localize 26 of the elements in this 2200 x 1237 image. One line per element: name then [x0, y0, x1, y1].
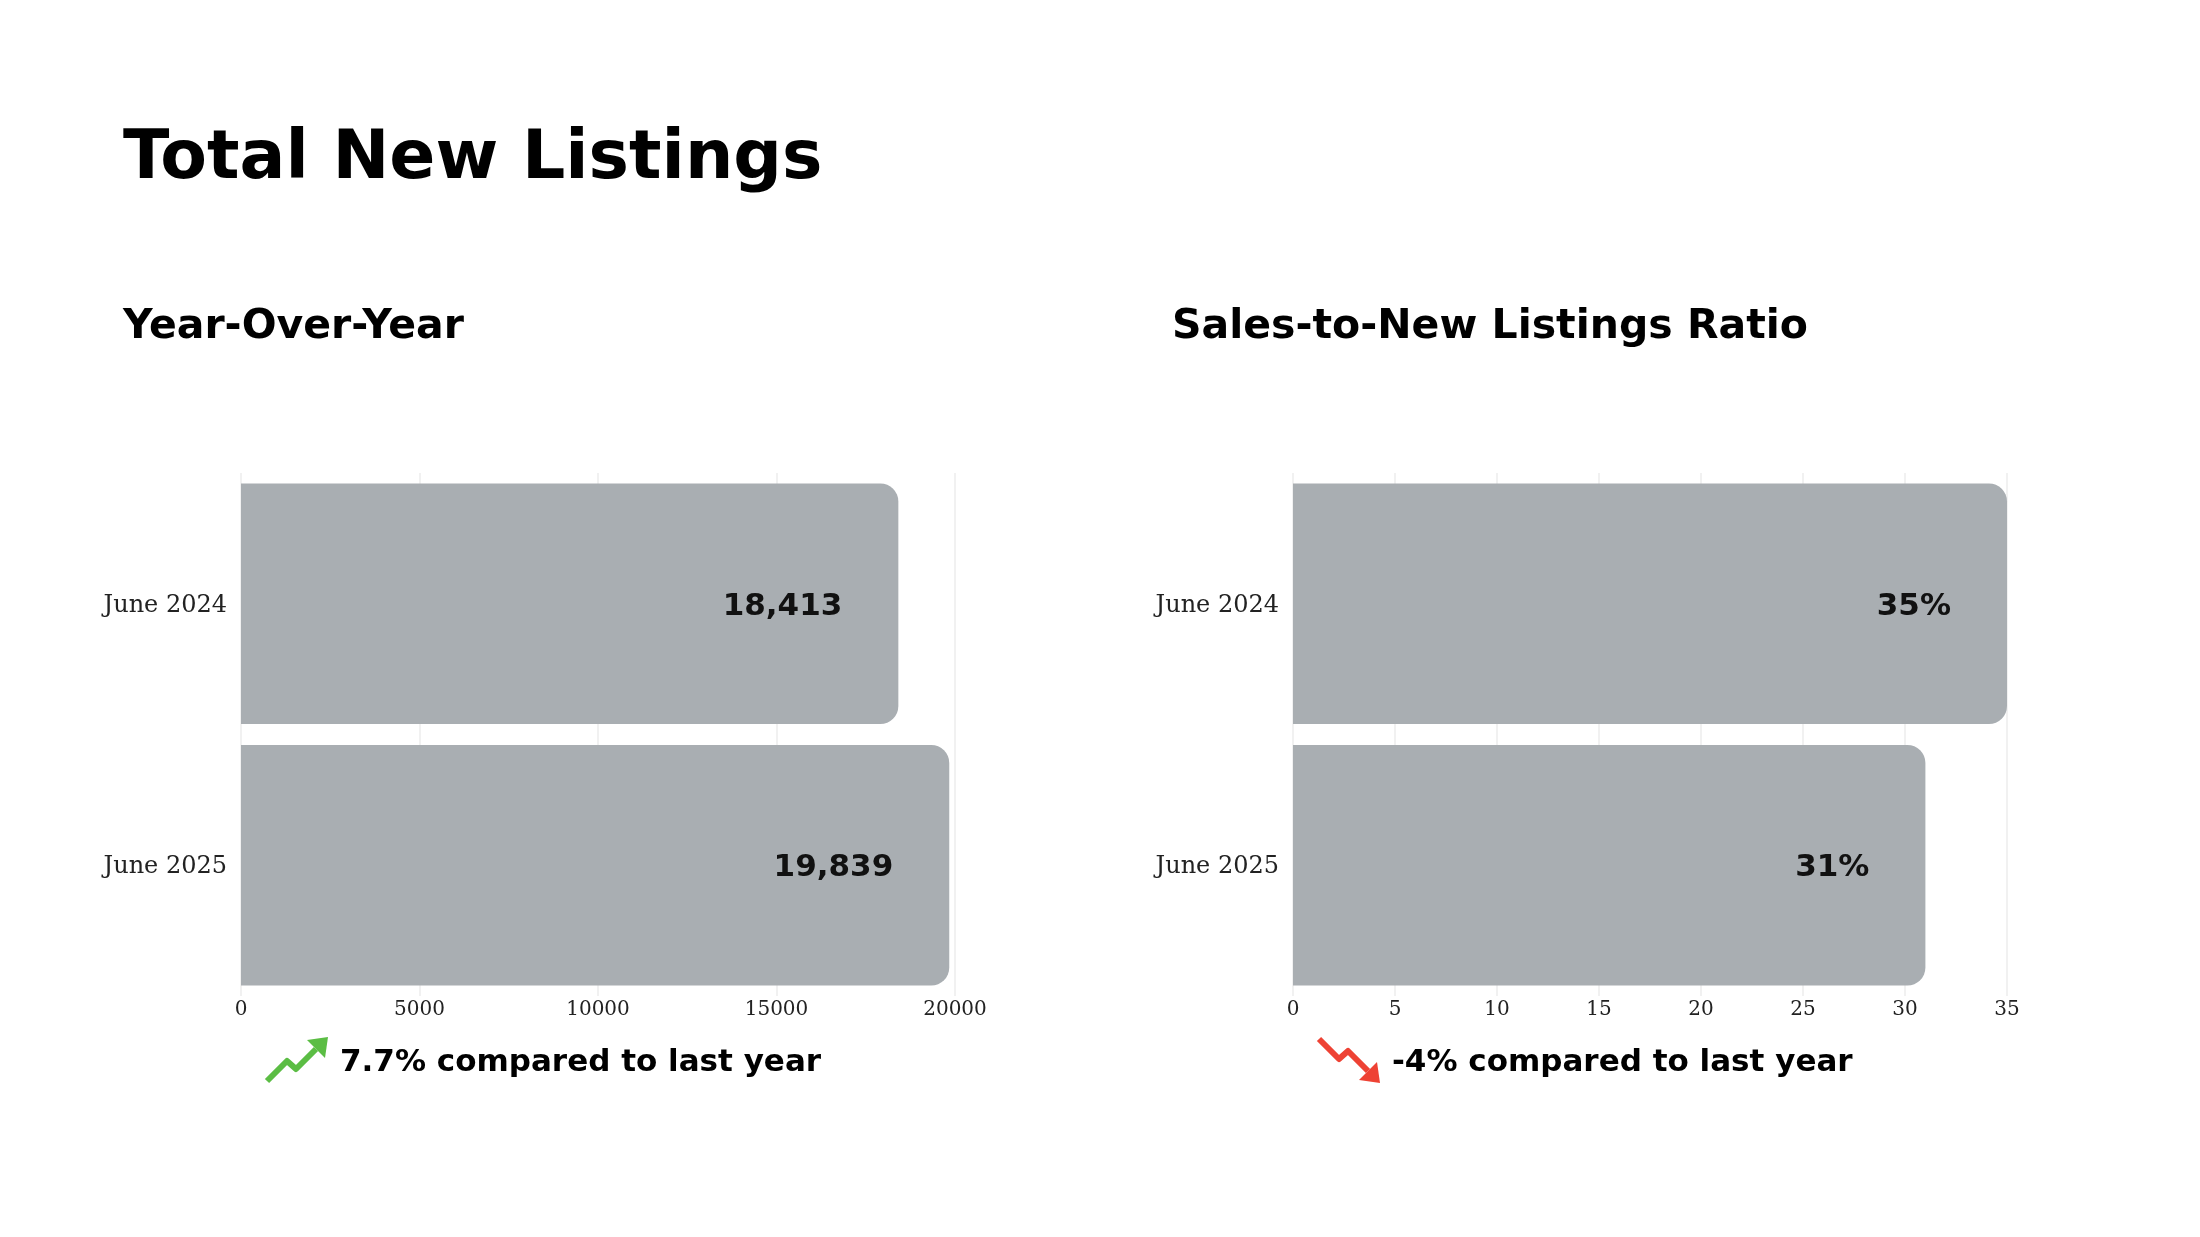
- x-tick-label: 20: [1688, 996, 1714, 1020]
- data-label: 19,839: [773, 847, 894, 884]
- data-label: 18,413: [722, 585, 843, 622]
- x-tick-label: 10: [1484, 996, 1510, 1020]
- y-tick-label: June 2025: [100, 851, 227, 880]
- data-label: 35%: [1876, 585, 1951, 622]
- x-tick-label: 10000: [566, 996, 630, 1020]
- x-tick-label: 25: [1790, 996, 1816, 1020]
- x-tick-label: 35: [1994, 996, 2020, 1020]
- y-tick-label: June 2025: [1152, 851, 1279, 880]
- x-tick-label: 15: [1586, 996, 1612, 1020]
- data-label: 31%: [1795, 847, 1870, 884]
- text: 7.7% compared to last year: [340, 1042, 822, 1078]
- x-tick-label: 5000: [394, 996, 445, 1020]
- x-tick-label: 30: [1892, 996, 1918, 1020]
- chart-subtitle: Year-Over-Year: [123, 300, 464, 348]
- x-tick-label: 15000: [744, 996, 809, 1020]
- y-tick-label: June 2024: [100, 589, 227, 618]
- x-tick-label: 5: [1388, 996, 1402, 1020]
- text: -4% compared to last year: [1392, 1042, 1853, 1078]
- x-tick-label: 20000: [923, 996, 987, 1020]
- chart-title: Sales-to-New Listings Ratio: [1172, 300, 1809, 348]
- x-tick-label: 0: [1286, 996, 1300, 1020]
- chart-title: Total New Listings: [123, 115, 823, 194]
- y-tick-label: June 2024: [1152, 589, 1279, 618]
- x-tick-label: 0: [234, 996, 248, 1020]
